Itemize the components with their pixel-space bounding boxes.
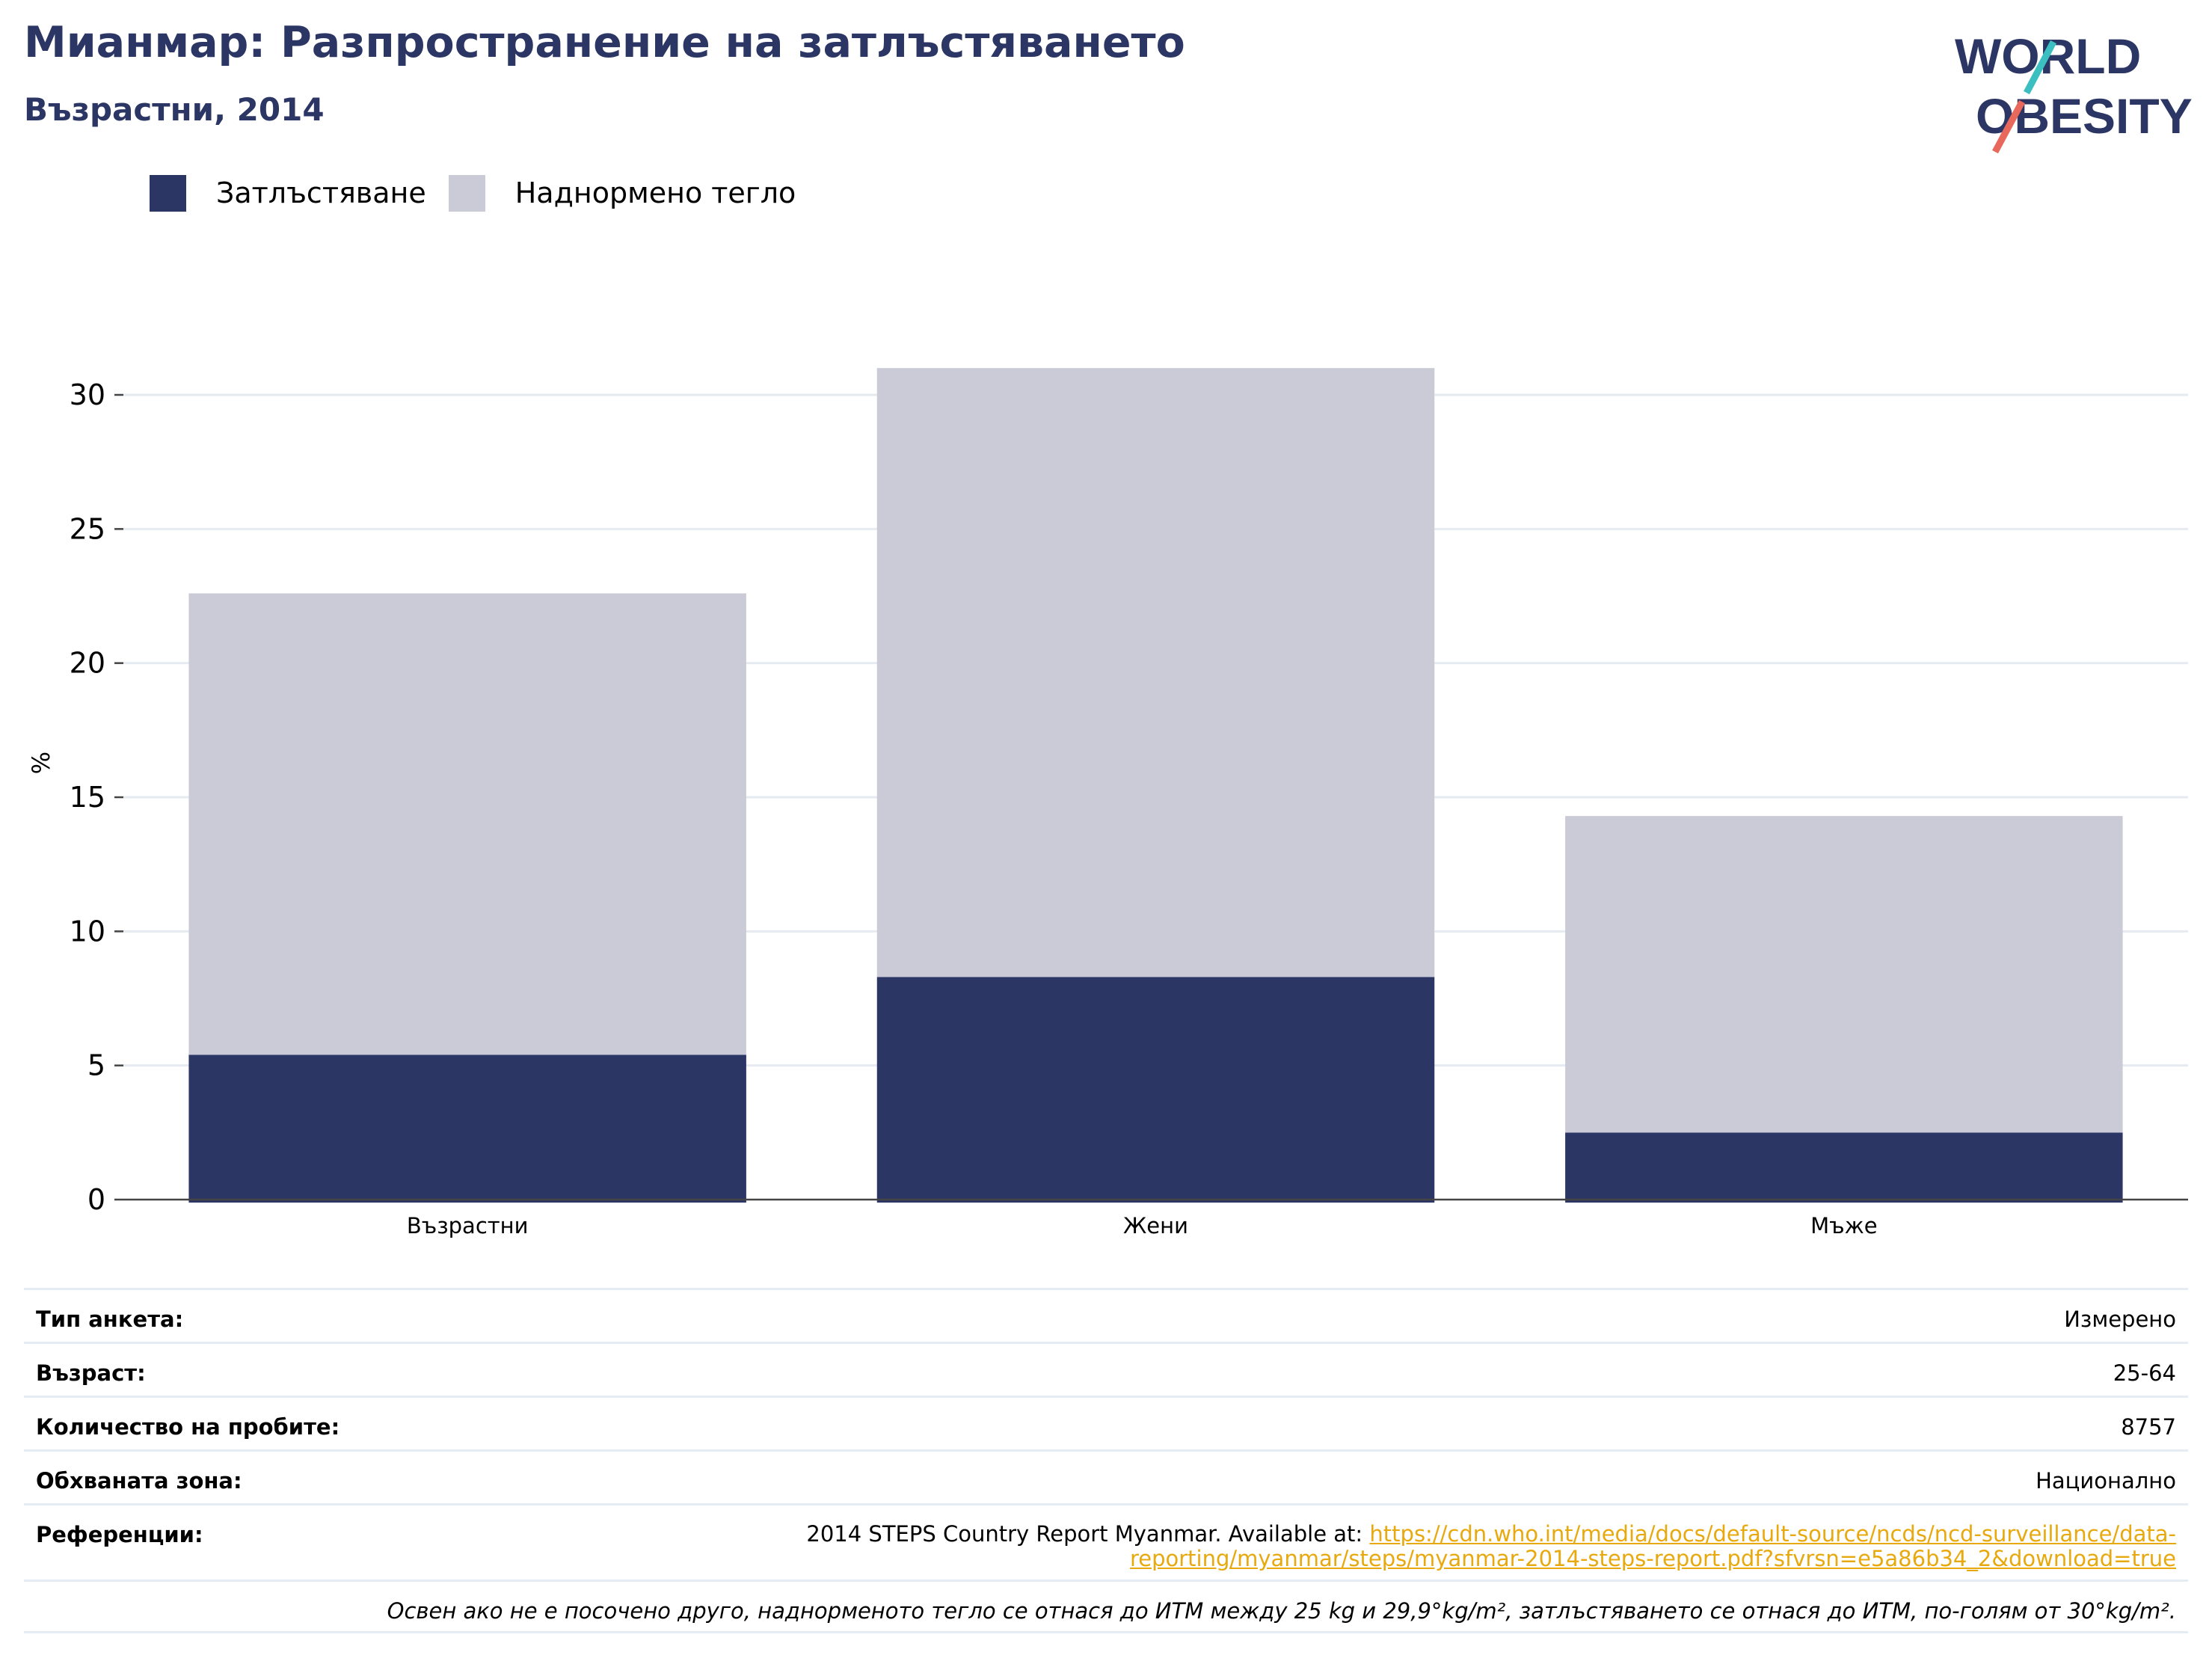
info-row-age: Възраст: 25-64 [24, 1342, 2188, 1396]
y-tick-label-5: 5 [87, 1049, 105, 1082]
legend-item-overweight[interactable]: Наднормено тегло [448, 174, 796, 212]
bar-overweight-2[interactable] [1565, 816, 2123, 1133]
chart-title: Мианмар: Разпространение на затлъстяване… [24, 18, 1185, 67]
bar-overweight-1[interactable] [876, 368, 1435, 977]
references-label: Референции: [36, 1522, 203, 1547]
legend-label-obesity: Затлъстяване [216, 176, 426, 209]
references-text: 2014 STEPS Country Report Myanmar. Avail… [806, 1521, 1370, 1547]
sample-size-value: 8757 [2121, 1414, 2176, 1440]
survey-type-label: Тип анкета: [36, 1307, 184, 1332]
info-table: Тип анкета: Измерено Възраст: 25-64 Коли… [24, 1288, 2188, 1633]
y-tick-label-15: 15 [70, 781, 105, 814]
bar-chart: 0 5 10 15 20 25 30 Възрастни Жени Мъже % [27, 368, 2188, 1238]
coverage-area-value: Национално [2036, 1468, 2176, 1494]
references-link-part2[interactable]: reporting/myanmar/steps/myanmar-2014-ste… [1129, 1546, 2176, 1571]
coverage-area-label: Обхваната зона: [36, 1468, 242, 1494]
legend-label-overweight: Наднормено тегло [514, 176, 796, 209]
y-tick-label-0: 0 [87, 1183, 105, 1216]
y-tick-label-25: 25 [70, 512, 105, 545]
bar-obesity-1[interactable] [876, 977, 1435, 1203]
info-row-note: Освен ако не е посочено друго, наднормен… [24, 1580, 2188, 1633]
y-tick-label-10: 10 [70, 915, 105, 948]
age-value: 25-64 [2113, 1360, 2176, 1386]
y-tick-label-20: 20 [70, 647, 105, 680]
x-axis-ticks: Възрастни Жени Мъже [407, 1213, 1878, 1238]
info-row-references: Референции: 2014 STEPS Country Report My… [24, 1503, 2188, 1580]
x-tick-label-1: Жени [1123, 1213, 1188, 1238]
info-row-sample-size: Количество на пробите: 8757 [24, 1396, 2188, 1449]
legend-item-obesity[interactable]: Затлъстяване [150, 174, 426, 212]
world-obesity-logo: WORLD OBESITY [1955, 28, 2193, 154]
info-row-coverage-area: Обхваната зона: Национално [24, 1449, 2188, 1503]
age-label: Възраст: [36, 1360, 146, 1386]
logo-slash-teal [2024, 40, 2056, 95]
logo-slash-red [1992, 99, 2025, 154]
references-value: 2014 STEPS Country Report Myanmar. Avail… [806, 1505, 2176, 1571]
y-tick-label-30: 30 [70, 378, 105, 411]
bar-overweight-0[interactable] [188, 593, 746, 1055]
chart-subtitle: Възрастни, 2014 [24, 91, 325, 128]
survey-type-value: Измерено [2064, 1307, 2176, 1332]
bars [188, 368, 2123, 1203]
footnote-text: Освен ако не е посочено друго, наднормен… [387, 1598, 2176, 1624]
x-tick-label-2: Мъже [1810, 1213, 1877, 1238]
y-axis-ticks: 0 5 10 15 20 25 30 [70, 378, 123, 1216]
sample-size-label: Количество на пробите: [36, 1414, 340, 1440]
bar-obesity-0[interactable] [188, 1055, 746, 1203]
y-axis-label: % [27, 752, 55, 774]
references-link-part1[interactable]: https://cdn.who.int/media/docs/default-s… [1369, 1521, 2176, 1547]
info-row-survey-type: Тип анкета: Измерено [24, 1288, 2188, 1342]
legend-swatch-overweight [448, 174, 485, 212]
x-tick-label-0: Възрастни [407, 1213, 529, 1238]
bar-obesity-2[interactable] [1565, 1132, 2123, 1203]
legend-swatch-obesity [150, 174, 186, 212]
chart-legend: Затлъстяване Наднормено тегло [150, 171, 818, 215]
